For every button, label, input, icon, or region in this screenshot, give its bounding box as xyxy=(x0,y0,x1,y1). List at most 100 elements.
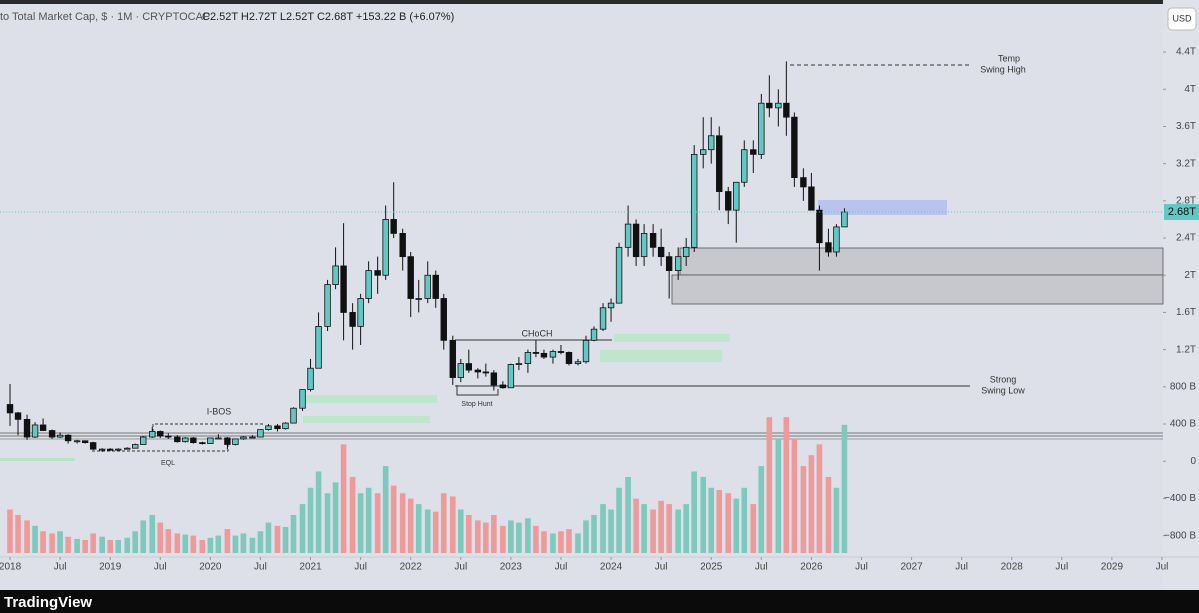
x-tick-label: 2019 xyxy=(99,562,122,573)
candle-body xyxy=(674,256,682,271)
candle-body xyxy=(549,351,557,358)
candle-body xyxy=(48,430,56,438)
volume-bar xyxy=(733,498,740,553)
volume-bar xyxy=(491,514,497,553)
x-tick-label: 2018 xyxy=(0,562,22,573)
volume-bar xyxy=(825,476,832,553)
candle-body xyxy=(390,219,397,234)
y-tick-label: 1.6T xyxy=(1176,307,1196,318)
candle-body xyxy=(665,256,673,271)
candle-body xyxy=(399,233,406,258)
candle-body xyxy=(507,364,515,389)
volume-bar xyxy=(600,504,606,553)
volume-bar xyxy=(382,466,389,553)
candle-body xyxy=(833,226,840,253)
x-tick-label: Jul xyxy=(755,562,768,573)
candle-body xyxy=(73,440,81,443)
volume-bar xyxy=(282,526,289,553)
x-tick-label: Jul xyxy=(555,562,568,573)
volume-bar xyxy=(324,493,331,553)
currency[interactable]: USD xyxy=(1172,13,1192,23)
x-tick-label: Jul xyxy=(154,562,167,573)
zone xyxy=(614,334,730,342)
volume-bar xyxy=(466,514,472,553)
candle-body xyxy=(565,352,573,364)
candle-body xyxy=(440,298,447,341)
volume-bar xyxy=(483,522,489,553)
volume-bar xyxy=(666,504,672,553)
volume-bar xyxy=(365,487,372,553)
candle-body xyxy=(114,448,122,451)
volume-bar xyxy=(625,476,631,553)
zone xyxy=(300,395,437,403)
zone xyxy=(600,350,722,362)
volume-bar xyxy=(808,455,815,553)
volume-bar xyxy=(508,520,514,553)
volume-bar xyxy=(766,417,773,553)
volume-bar xyxy=(475,520,481,553)
volume-bar xyxy=(240,533,247,553)
candle-body xyxy=(490,372,498,386)
candle-body xyxy=(89,442,97,450)
candle-body xyxy=(733,181,740,211)
volume-bar xyxy=(583,520,589,553)
candle-body xyxy=(432,274,439,299)
candle-body xyxy=(64,434,72,442)
volume-bar xyxy=(115,539,122,553)
volume-bar xyxy=(349,476,356,553)
candle-body xyxy=(540,352,548,358)
volume-bar xyxy=(357,493,364,553)
volume-bar xyxy=(415,504,422,553)
volume-bar xyxy=(741,487,748,553)
annotation: CHoCH xyxy=(521,328,552,338)
annotation: Temp xyxy=(998,53,1020,63)
x-tick-label: Jul xyxy=(655,562,668,573)
volume-bar xyxy=(7,509,13,553)
volume-bar xyxy=(691,471,697,553)
last-price-tag xyxy=(1164,204,1199,221)
candle-body xyxy=(31,424,39,438)
candle-body xyxy=(165,435,172,438)
y-tick-label: 0 xyxy=(1190,456,1196,467)
candle-body xyxy=(800,177,807,188)
volume-bar xyxy=(708,487,715,553)
volume-bar xyxy=(633,498,639,553)
candle-body xyxy=(357,298,364,327)
candle-body xyxy=(783,102,790,118)
y-tick-label: 4T xyxy=(1184,84,1196,95)
candle-body xyxy=(582,339,590,363)
candle-body xyxy=(149,431,156,438)
volume-bar xyxy=(716,489,723,553)
candle-body xyxy=(590,328,598,341)
volume-bar xyxy=(24,520,30,553)
price-axis xyxy=(1163,0,1199,590)
candle-body xyxy=(190,437,197,444)
volume-bar xyxy=(575,533,581,553)
candle-body xyxy=(249,436,256,439)
candle-body xyxy=(690,153,698,248)
candle-body xyxy=(182,437,189,443)
candle-body xyxy=(407,256,414,299)
candle-body xyxy=(791,116,798,179)
volume-bar xyxy=(74,538,80,553)
volume-bar xyxy=(132,531,139,553)
candle-body xyxy=(365,270,372,299)
volume-bar xyxy=(207,537,214,553)
candle-body xyxy=(174,436,181,443)
candle-body xyxy=(265,425,272,431)
volume-bar xyxy=(457,509,464,553)
candle-body xyxy=(632,223,640,258)
volume-bar xyxy=(149,514,156,553)
volume-bar xyxy=(791,438,798,553)
candle-body xyxy=(741,149,748,183)
volume-bar xyxy=(274,525,281,553)
volume-bar xyxy=(107,539,113,553)
candle-body xyxy=(624,223,632,248)
annotation: Strong xyxy=(990,374,1017,384)
candle-body xyxy=(140,436,147,445)
candle-body xyxy=(607,302,615,309)
candle-body xyxy=(81,440,89,444)
currency-button[interactable] xyxy=(1167,7,1197,31)
y-tick-label: −400 B xyxy=(1164,493,1196,504)
